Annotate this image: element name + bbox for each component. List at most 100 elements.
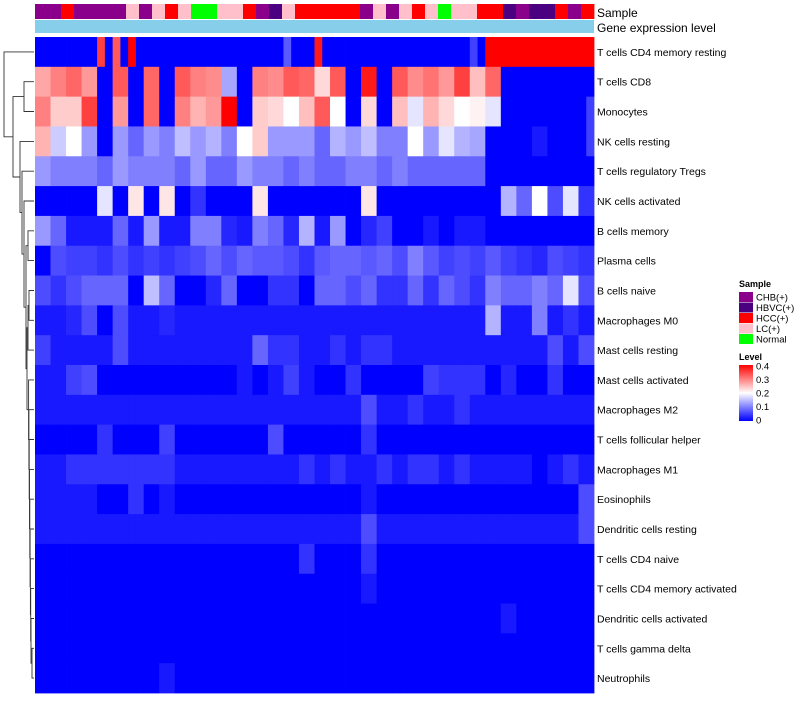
- heatmap-cell: [236, 394, 246, 426]
- heatmap-cell: [166, 126, 176, 157]
- heatmap-cell: [314, 156, 323, 187]
- heatmap-cell: [252, 603, 261, 634]
- heatmap-cell: [73, 484, 82, 515]
- heatmap-cell: [120, 275, 129, 306]
- heatmap-cell: [306, 156, 315, 187]
- sample-annotation-cell: [412, 4, 426, 19]
- heatmap-cell: [50, 424, 59, 455]
- sample-annotation-cell: [165, 4, 179, 19]
- heatmap-cell: [120, 126, 129, 157]
- heatmap-cell: [174, 543, 183, 575]
- heatmap-cell: [97, 215, 106, 247]
- heatmap-cell: [438, 633, 447, 664]
- heatmap-cell: [562, 543, 572, 575]
- heatmap-cell: [50, 37, 59, 68]
- heatmap-cell: [399, 126, 409, 157]
- heatmap-cell: [578, 663, 587, 694]
- heatmap-cell: [477, 96, 486, 127]
- heatmap-cell: [81, 37, 90, 68]
- heatmap-cell: [547, 37, 556, 68]
- heatmap-cell: [477, 37, 486, 68]
- heatmap-cell: [66, 66, 75, 98]
- heatmap-cell: [283, 215, 292, 247]
- heatmap-cell: [252, 126, 261, 157]
- heatmap-cell: [143, 633, 152, 664]
- heatmap-cell: [135, 663, 145, 694]
- heatmap-cell: [151, 543, 160, 575]
- heatmap-cell: [361, 305, 370, 336]
- heatmap-cell: [524, 37, 533, 68]
- heatmap-cell: [493, 245, 502, 276]
- heatmap-cell: [361, 215, 370, 247]
- heatmap-cell: [298, 335, 308, 366]
- heatmap-cell: [570, 633, 579, 664]
- heatmap-cell: [42, 215, 51, 247]
- heatmap-cell: [477, 365, 486, 396]
- heatmap-cell: [539, 663, 548, 694]
- dendrogram-branch: [3, 51, 34, 138]
- heatmap-cell: [415, 543, 424, 575]
- heatmap-cell: [555, 424, 564, 455]
- heatmap-cell: [260, 66, 269, 98]
- heatmap-cell: [143, 37, 152, 68]
- heatmap-cell: [244, 66, 253, 98]
- heatmap-cell: [244, 394, 253, 426]
- heatmap-cell: [97, 543, 106, 575]
- heatmap-cell: [438, 514, 447, 545]
- heatmap-cell: [337, 305, 346, 336]
- heatmap-cell: [578, 633, 587, 664]
- heatmap-cell: [174, 633, 183, 664]
- heatmap-cell: [384, 543, 393, 575]
- heatmap-cell: [423, 424, 432, 455]
- sample-annotation-cell: [490, 4, 504, 19]
- heatmap-cell: [306, 215, 315, 247]
- heatmap-cell: [485, 633, 494, 664]
- heatmap-cell: [275, 394, 284, 426]
- heatmap-cell: [477, 156, 486, 187]
- heatmap-cell: [42, 424, 51, 455]
- heatmap-cell: [112, 573, 121, 604]
- heatmap-cell: [267, 335, 277, 366]
- heatmap-cell: [58, 394, 67, 426]
- heatmap-cell: [198, 573, 207, 604]
- heatmap-cell: [283, 394, 292, 426]
- heatmap-cell: [407, 305, 416, 336]
- gene-expression-bar: [35, 20, 594, 33]
- heatmap-cell: [469, 305, 478, 336]
- heatmap-cell: [500, 633, 509, 664]
- heatmap-cell: [174, 603, 183, 634]
- heatmap-cell: [477, 543, 486, 575]
- heatmap-cell: [89, 365, 98, 396]
- heatmap-cell: [407, 66, 416, 98]
- heatmap-cell: [368, 275, 378, 306]
- heatmap-cell: [337, 484, 346, 515]
- heatmap-cell: [330, 543, 339, 575]
- heatmap-cell: [462, 633, 471, 664]
- heatmap-cell: [275, 126, 284, 157]
- heatmap-cell: [384, 454, 393, 485]
- heatmap-cell: [477, 454, 486, 485]
- heatmap-cell: [531, 573, 541, 604]
- heatmap-cell: [97, 37, 106, 68]
- legend-sample-title: Sample: [739, 279, 771, 289]
- heatmap-cell: [135, 484, 145, 515]
- heatmap-cell: [384, 484, 393, 515]
- heatmap-cell: [493, 603, 502, 634]
- heatmap-cell: [485, 424, 494, 455]
- heatmap-cell: [345, 603, 354, 634]
- heatmap-cell: [423, 66, 432, 98]
- heatmap-cell: [562, 484, 572, 515]
- heatmap-cell: [570, 454, 579, 485]
- heatmap-cell: [135, 365, 145, 396]
- heatmap-cell: [384, 215, 393, 247]
- heatmap-cell: [368, 633, 378, 664]
- heatmap-cell: [112, 663, 121, 694]
- heatmap-cell: [159, 186, 168, 217]
- heatmap-cell: [446, 275, 455, 306]
- heatmap-cell: [128, 394, 137, 426]
- heatmap-cell: [174, 365, 183, 396]
- heatmap-cell: [547, 96, 556, 127]
- heatmap-cell: [291, 365, 300, 396]
- heatmap-cell: [578, 186, 587, 217]
- heatmap-cell: [469, 245, 478, 276]
